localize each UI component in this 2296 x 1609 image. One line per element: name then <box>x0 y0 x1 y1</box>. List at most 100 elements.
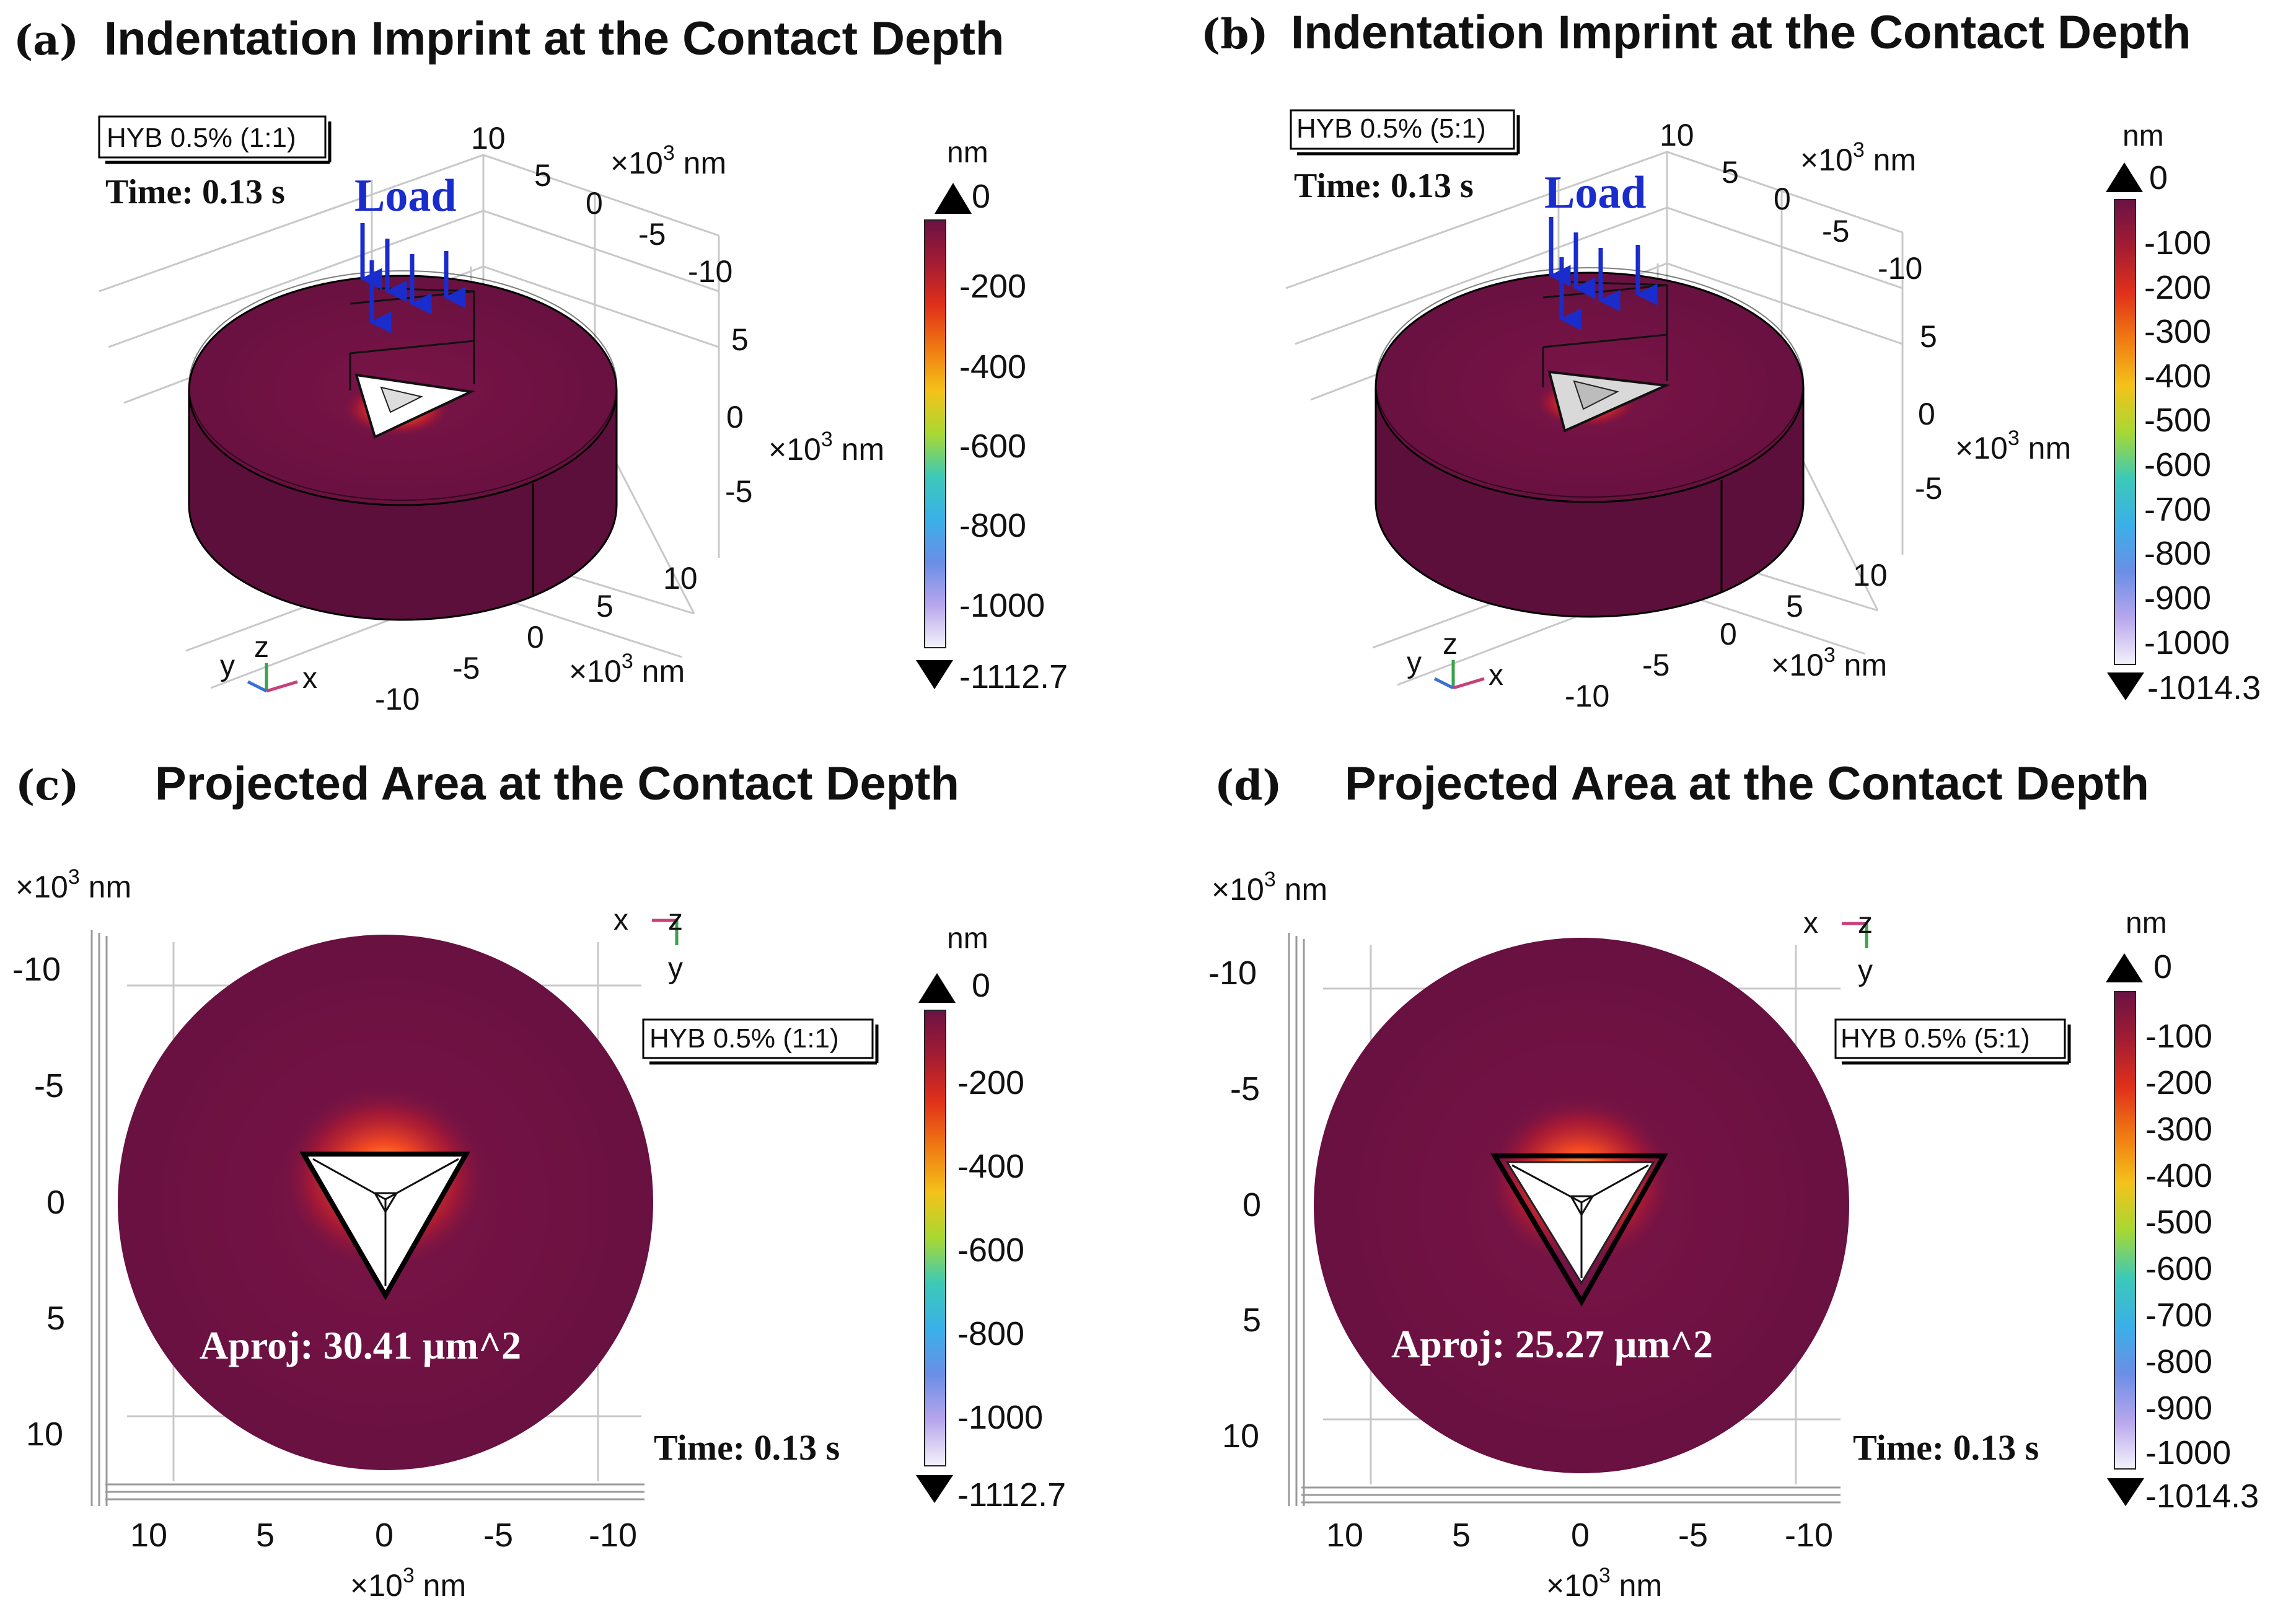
cbar-tick: -900 <box>2145 1390 2212 1427</box>
panel-b-legend: HYB 0.5% (5:1) <box>1296 113 1486 144</box>
panel-a-load-arrows: Load <box>354 170 466 333</box>
colorbar-max: 0 <box>972 178 990 215</box>
indenter-edges <box>312 1158 459 1286</box>
colorbar-max-marker <box>2106 162 2143 192</box>
cbar-tick: -800 <box>957 1315 1024 1352</box>
colorbar-ticks: -200 -400 -600 -800 -1000 <box>957 1064 1043 1436</box>
indent-outer-triangle <box>1490 1153 1668 1307</box>
unit-suffix: nm <box>1276 872 1327 907</box>
colorbar-unit: nm <box>2122 120 2164 152</box>
unit-exp: 3 <box>663 141 675 165</box>
tick: -5 <box>638 217 666 252</box>
tick: 10 <box>471 121 506 156</box>
cbar-tick: -400 <box>959 348 1026 386</box>
panel-b-time: Time: 0.13 s <box>1294 167 1474 205</box>
tick: 10 <box>1853 558 1888 593</box>
load-label: Load <box>354 170 457 221</box>
tick: -5 <box>452 651 480 685</box>
panel-a-specimen <box>188 270 618 621</box>
panel-c-x-ticks: 10 5 0 -5 -10 <box>130 1517 637 1554</box>
axis-unit: ×103 nm <box>610 141 726 180</box>
tick: -10 <box>375 682 420 716</box>
unit-suffix: nm <box>1611 1568 1662 1603</box>
tick: -10 <box>12 951 61 988</box>
axis-y-label: y <box>220 650 235 682</box>
cbar-tick: -600 <box>957 1232 1024 1269</box>
tick: 0 <box>46 1184 65 1221</box>
axis-z-label: z <box>668 904 683 937</box>
tick: 5 <box>1452 1517 1471 1554</box>
panel-d-title: Projected Area at the Contact Depth <box>1345 757 2149 810</box>
cbar-tick: -600 <box>2144 446 2211 483</box>
unit-exp: 3 <box>1824 643 1836 667</box>
cbar-tick: -600 <box>2145 1250 2212 1287</box>
cbar-tick: -200 <box>957 1064 1024 1101</box>
panel-b-title: Indentation Imprint at the Contact Depth <box>1291 6 2191 59</box>
cbar-tick: -500 <box>2144 402 2211 439</box>
unit-suffix: nm <box>1836 648 1887 682</box>
tick: 10 <box>130 1517 167 1554</box>
cbar-tick: -800 <box>2145 1343 2212 1380</box>
axis-y-label: y <box>1407 646 1422 679</box>
tick: 10 <box>1660 118 1694 152</box>
tick: 0 <box>1774 182 1791 216</box>
tick: 5 <box>256 1517 275 1554</box>
panel-b-letter: (b) <box>1201 10 1269 58</box>
colorbar-max-marker <box>935 183 972 214</box>
tick: 0 <box>1918 397 1935 431</box>
panel-a-ticks-right: 5 0 -5 ×103 nm <box>725 322 884 509</box>
panel-d-aproj: Aproj: 25.27 µm^2 <box>1391 1322 1713 1366</box>
cbar-tick: -900 <box>2144 580 2211 617</box>
unit-suffix: nm <box>80 870 131 904</box>
cbar-tick: -100 <box>2145 1018 2212 1055</box>
cbar-tick: -1000 <box>2144 624 2230 661</box>
colorbar-bar <box>2114 991 2136 1470</box>
axis-unit: ×103 nm <box>1771 643 1887 682</box>
unit-exp: 3 <box>403 1564 415 1587</box>
tick: -5 <box>34 1067 64 1104</box>
panel-d-letter: (d) <box>1215 761 1282 809</box>
colorbar-ticks: -100 -200 -300 -400 -500 -600 -700 -800 … <box>2144 224 2230 661</box>
tick: 5 <box>1243 1302 1261 1339</box>
tick: 5 <box>46 1300 65 1337</box>
axis-x-label: x <box>1489 659 1503 692</box>
panel-c-legend: HYB 0.5% (1:1) <box>649 1023 839 1054</box>
unit-prefix: ×10 <box>610 146 663 180</box>
unit-exp: 3 <box>622 650 633 673</box>
unit-exp: 3 <box>68 865 80 889</box>
colorbar-min-marker <box>916 660 953 689</box>
colorbar-unit: nm <box>947 136 988 169</box>
axis-z-label: z <box>1443 628 1458 661</box>
unit-suffix: nm <box>1865 143 1916 177</box>
panel-a-axes-triad: y z x <box>220 631 317 695</box>
axis-unit: ×103 nm <box>1800 138 1916 177</box>
panel-b-ticks-back: 10 5 0 -5 -10 ×103 nm <box>1660 118 1922 286</box>
panel-a-ticks-back: 10 5 0 -5 -10 ×103 nm <box>471 121 732 289</box>
panel-b: (b) Indentation Imprint at the Contact D… <box>1201 6 2261 713</box>
cbar-tick: -800 <box>959 507 1026 544</box>
panel-a: (a) Indentation Imprint at the Contact D… <box>14 12 1068 716</box>
panel-a-ticks-front: 10 5 0 -5 -10 ×103 nm <box>375 561 698 716</box>
panel-d-legend-box <box>1834 1018 2066 1059</box>
unit-exp: 3 <box>1264 868 1276 891</box>
tick: 0 <box>1243 1186 1261 1223</box>
cbar-tick: -200 <box>959 268 1026 305</box>
unit-prefix: ×10 <box>1212 872 1264 907</box>
tick: 5 <box>1786 589 1803 624</box>
indent-projected-triangle <box>1505 1161 1655 1285</box>
panel-c-axes-triad: x z y <box>614 904 683 985</box>
tick: 10 <box>663 561 698 596</box>
cbar-tick: -400 <box>2144 358 2211 395</box>
tick: 5 <box>1920 319 1937 354</box>
axis-unit-y: ×103 nm <box>1212 868 1327 907</box>
unit-prefix: ×10 <box>569 654 622 689</box>
unit-suffix: nm <box>675 146 726 180</box>
cbar-tick: -800 <box>2144 535 2211 572</box>
panel-d-time: Time: 0.13 s <box>1853 1427 2039 1468</box>
tick: 0 <box>375 1517 394 1554</box>
panel-d-y-ticks: -10 -5 0 5 10 <box>1208 954 1261 1455</box>
panel-c-legend-box <box>642 1018 874 1059</box>
colorbar-max: 0 <box>972 967 990 1004</box>
tick: -5 <box>1230 1070 1260 1108</box>
unit-exp: 3 <box>1599 1564 1611 1587</box>
